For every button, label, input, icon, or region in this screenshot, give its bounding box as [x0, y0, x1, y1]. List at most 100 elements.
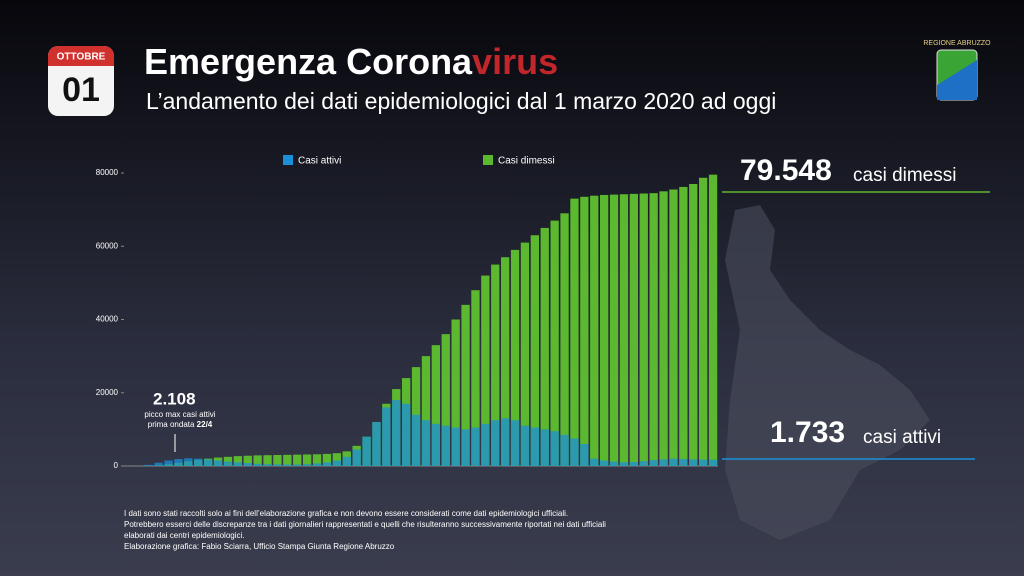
- title-accent: virus: [472, 41, 558, 82]
- bar: [233, 462, 243, 466]
- chart: 0 20000 40000 60000 80000 Casi attivi Casi dim…: [96, 155, 718, 470]
- bar: [332, 453, 342, 466]
- bar: [530, 235, 540, 466]
- subtitle: L’andamento dei dati epidemiologici dal …: [146, 88, 776, 114]
- bar: [481, 423, 490, 466]
- bar: [530, 427, 540, 466]
- bar: [461, 429, 470, 466]
- bar: [689, 459, 698, 466]
- bar: [401, 403, 411, 466]
- bar: [223, 456, 233, 466]
- bar: [659, 191, 668, 466]
- bar: [708, 459, 718, 466]
- annotation-line: prima ondata 22/4: [148, 420, 213, 429]
- bar: [689, 183, 698, 467]
- legend-swatch: [283, 155, 293, 165]
- bar: [708, 174, 718, 466]
- bar: [649, 193, 658, 467]
- bar: [639, 461, 648, 466]
- bar: [560, 434, 569, 466]
- bar: [639, 193, 648, 466]
- calendar-header: [48, 46, 114, 66]
- bar: [144, 464, 153, 466]
- bar: [263, 455, 272, 466]
- y-tick-label: 80000: [96, 168, 119, 177]
- bar: [451, 319, 460, 466]
- bar: [471, 427, 480, 466]
- bar: [253, 463, 262, 466]
- bar: [154, 462, 163, 466]
- attivi-label: casi attivi: [863, 427, 941, 448]
- bar: [580, 196, 589, 466]
- bar: [302, 454, 312, 466]
- legend-label: Casi attivi: [298, 156, 341, 167]
- bar: [302, 464, 312, 466]
- bar: [352, 449, 361, 466]
- annotation-date: 22/4: [197, 420, 213, 429]
- bar: [243, 455, 252, 466]
- bar: [431, 345, 441, 466]
- bar: [392, 400, 401, 466]
- bar: [421, 420, 431, 466]
- bar: [273, 464, 282, 466]
- bar: [471, 290, 480, 466]
- bar: [382, 407, 391, 466]
- bar: [362, 436, 371, 466]
- bar: [659, 459, 668, 466]
- bar: [679, 459, 688, 466]
- bar: [293, 464, 302, 466]
- bar: [500, 418, 510, 466]
- bar: [500, 257, 510, 466]
- bar: [599, 460, 609, 466]
- footnote: I dati sono stati raccolti solo ai fini …: [124, 509, 606, 551]
- bar: [580, 444, 589, 466]
- bar: [491, 420, 500, 466]
- bar: [213, 460, 223, 466]
- bar: [550, 220, 559, 466]
- bar: [669, 189, 678, 466]
- bar: [312, 454, 322, 466]
- annotation-text: prima ondata: [148, 420, 197, 429]
- bar: [520, 425, 530, 466]
- legend-label: Casi dimessi: [498, 156, 555, 167]
- bar: [669, 458, 678, 466]
- y-tick-label: 20000: [96, 388, 119, 397]
- bar: [619, 462, 629, 466]
- bar: [698, 459, 708, 466]
- bar: [609, 461, 619, 466]
- bar: [372, 422, 381, 466]
- bar: [441, 334, 450, 466]
- y-tick-label: 0: [114, 461, 119, 470]
- bar: [510, 249, 520, 466]
- dimessi-label: casi dimessi: [853, 165, 956, 186]
- logo-text: REGIONE ABRUZZO: [923, 40, 991, 47]
- bar: [283, 464, 292, 466]
- calendar-month: OTTOBRE: [57, 52, 106, 63]
- bar: [223, 461, 233, 466]
- attivi-number: 1.733: [770, 416, 845, 449]
- bar: [540, 429, 549, 466]
- bar: [322, 462, 332, 466]
- logo-shape: [937, 60, 977, 100]
- bar: [570, 198, 579, 466]
- bar: [570, 438, 579, 466]
- title-main: Emergenza Corona: [144, 41, 473, 82]
- footnote-line: Potrebbero esserci delle discrepanze tra…: [124, 520, 606, 529]
- bar: [203, 459, 213, 466]
- bar: [451, 427, 460, 466]
- title: Emergenza Coronavirus: [144, 41, 558, 82]
- bar: [431, 423, 441, 466]
- bar: [461, 304, 470, 466]
- bar: [590, 458, 599, 466]
- bar: [540, 227, 549, 466]
- bar: [332, 460, 342, 466]
- bar: [560, 213, 569, 466]
- footnote-line: elaborati dai centri epidemiologici.: [124, 531, 245, 540]
- bar: [312, 463, 322, 466]
- footnote-line: Elaborazione grafica: Fabio Sciarra, Uff…: [124, 542, 395, 551]
- annotation-value: 2.108: [153, 389, 196, 408]
- bar: [253, 455, 262, 466]
- bar: [342, 456, 351, 466]
